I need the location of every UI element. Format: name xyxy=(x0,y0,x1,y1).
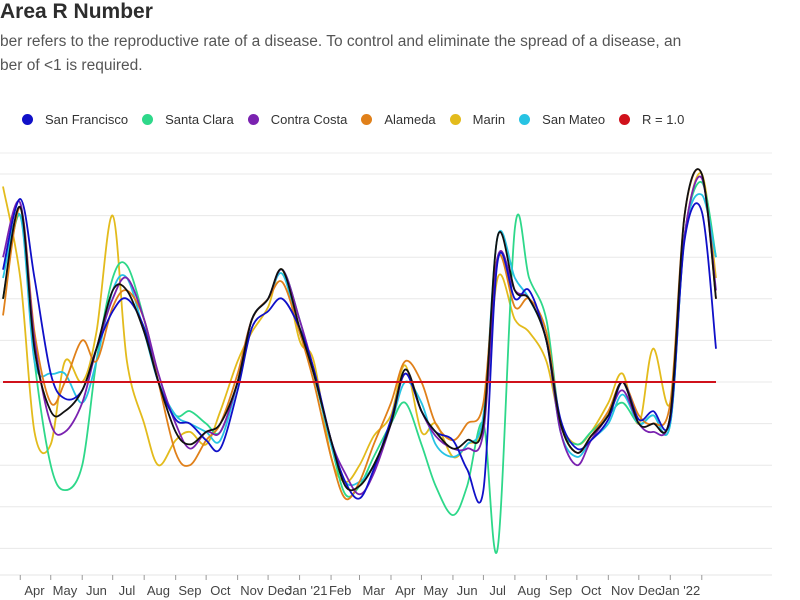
series-line-santa-clara xyxy=(2,181,717,554)
x-tick-label: Jan '22 xyxy=(659,583,701,598)
legend-item[interactable]: San Mateo xyxy=(519,112,605,127)
x-tick-label: Sep xyxy=(549,583,572,598)
legend-item[interactable]: Santa Clara xyxy=(142,112,234,127)
series-line-san-francisco xyxy=(2,198,717,504)
x-tick-label: Mar xyxy=(363,583,386,598)
series-line-unlabeled xyxy=(2,168,717,492)
page-title: Area R Number xyxy=(0,0,153,23)
legend-label: San Mateo xyxy=(542,112,606,127)
legend-label: Marin xyxy=(472,112,506,127)
x-tick-label: Jan '21 xyxy=(286,583,328,598)
x-tick-label: Aug xyxy=(518,583,541,598)
legend-dot-icon xyxy=(22,114,33,125)
legend-dot-icon xyxy=(519,114,531,125)
legend-item[interactable]: Contra Costa xyxy=(247,112,348,127)
x-tick-label: Feb xyxy=(329,583,351,598)
x-tick-label: May xyxy=(423,583,448,598)
legend-label: Santa Clara xyxy=(165,112,234,127)
x-tick-label: Aug xyxy=(147,583,170,598)
x-tick-label: Dec xyxy=(268,583,292,598)
x-tick-label: Nov xyxy=(240,583,264,598)
legend-label: Contra Costa xyxy=(270,112,348,127)
legend-item[interactable]: San Francisco xyxy=(22,112,128,127)
chart-legend: San Francisco Santa Clara Contra Costa Alam… xyxy=(22,112,698,127)
series-line-alameda xyxy=(2,168,717,501)
legend-dot-icon xyxy=(361,114,373,125)
x-tick-label: Jun xyxy=(457,583,478,598)
legend-item[interactable]: Alameda xyxy=(361,112,436,127)
x-tick-label: Jul xyxy=(119,583,136,598)
legend-dot-icon xyxy=(142,114,154,125)
x-tick-label: Dec xyxy=(638,583,662,598)
legend-item[interactable]: R = 1.0 xyxy=(619,112,684,127)
series-line-san-mateo xyxy=(2,193,717,487)
x-tick-label: Oct xyxy=(581,583,602,598)
legend-label: Alameda xyxy=(384,112,436,127)
subtitle-line-2: ber of <1 is required. xyxy=(0,57,143,74)
legend-dot-icon xyxy=(247,114,259,125)
series-line-marin xyxy=(2,172,717,483)
x-tick-label: Oct xyxy=(210,583,231,598)
legend-item[interactable]: Marin xyxy=(449,112,506,127)
x-tick-label: Apr xyxy=(24,583,45,598)
legend-label: San Francisco xyxy=(45,112,129,127)
legend-dot-icon xyxy=(619,114,631,125)
x-tick-label: Apr xyxy=(395,583,416,598)
legend-dot-icon xyxy=(449,114,461,125)
legend-label: R = 1.0 xyxy=(642,112,685,127)
x-tick-label: May xyxy=(53,583,78,598)
subtitle-line-1: ber refers to the reproductive rate of a… xyxy=(0,33,682,50)
x-tick-label: Sep xyxy=(178,583,201,598)
x-tick-label: Jun xyxy=(86,583,107,598)
x-tick-label: Nov xyxy=(611,583,635,598)
x-tick-label: Jul xyxy=(489,583,506,598)
